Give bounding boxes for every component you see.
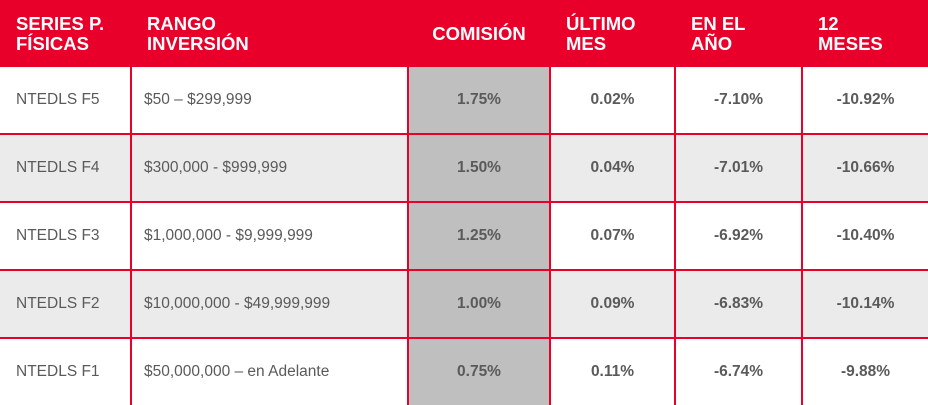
header-series-line1: SERIES P. <box>16 12 105 34</box>
header-series: SERIES P. FÍSICAS <box>0 0 131 67</box>
header-anio-line2: AÑO <box>691 32 733 54</box>
cell-en-el-anio: -6.83% <box>674 269 803 339</box>
cell-comision: 1.50% <box>407 133 551 203</box>
cell-rango: $1,000,000 - $9,999,999 <box>130 201 409 271</box>
cell-ultimo-mes: 0.07% <box>549 201 676 271</box>
header-rango-line2: INVERSIÓN <box>147 32 249 54</box>
table-row: NTEDLS F4 $300,000 - $999,999 1.50% 0.04… <box>0 133 928 203</box>
table-row: NTEDLS F5 $50 – $299,999 1.75% 0.02% -7.… <box>0 67 928 135</box>
cell-en-el-anio: -7.10% <box>674 67 803 135</box>
table-row: NTEDLS F2 $10,000,000 - $49,999,999 1.00… <box>0 269 928 339</box>
cell-serie: NTEDLS F5 <box>0 67 132 135</box>
header-anio-line1: EN EL <box>691 12 746 34</box>
table-header: SERIES P. FÍSICAS RANGO INVERSIÓN COMISIÓN… <box>0 0 928 67</box>
header-ultimo-line1: ÚLTIMO <box>566 12 636 34</box>
cell-serie: NTEDLS F4 <box>0 133 132 203</box>
cell-rango: $50,000,000 – en Adelante <box>130 337 409 405</box>
cell-rango: $10,000,000 - $49,999,999 <box>130 269 409 339</box>
cell-12-meses: -9.88% <box>801 337 928 405</box>
cell-comision: 1.00% <box>407 269 551 339</box>
cell-ultimo-mes: 0.02% <box>549 67 676 135</box>
cell-serie: NTEDLS F3 <box>0 201 132 271</box>
cell-en-el-anio: -6.74% <box>674 337 803 405</box>
cell-en-el-anio: -6.92% <box>674 201 803 271</box>
header-series-line2: FÍSICAS <box>16 32 89 54</box>
table-row: NTEDLS F1 $50,000,000 – en Adelante 0.75… <box>0 337 928 405</box>
header-ultimo-line2: MES <box>566 32 607 54</box>
header-meses-line2: MESES <box>818 32 883 54</box>
cell-ultimo-mes: 0.09% <box>549 269 676 339</box>
cell-serie: NTEDLS F1 <box>0 337 132 405</box>
cell-rango: $300,000 - $999,999 <box>130 133 409 203</box>
cell-serie: NTEDLS F2 <box>0 269 132 339</box>
cell-12-meses: -10.92% <box>801 67 928 135</box>
header-rango-line1: RANGO <box>147 12 216 34</box>
header-rango: RANGO INVERSIÓN <box>131 0 408 67</box>
header-comision-label: COMISIÓN <box>432 22 526 44</box>
table-body: NTEDLS F5 $50 – $299,999 1.75% 0.02% -7.… <box>0 67 928 405</box>
header-ultimo-mes: ÚLTIMO MES <box>550 0 675 67</box>
table-row: NTEDLS F3 $1,000,000 - $9,999,999 1.25% … <box>0 201 928 271</box>
cell-comision: 0.75% <box>407 337 551 405</box>
cell-12-meses: -10.14% <box>801 269 928 339</box>
cell-12-meses: -10.40% <box>801 201 928 271</box>
cell-rango: $50 – $299,999 <box>130 67 409 135</box>
cell-en-el-anio: -7.01% <box>674 133 803 203</box>
cell-comision: 1.75% <box>407 67 551 135</box>
cell-12-meses: -10.66% <box>801 133 928 203</box>
header-12-meses: 12 MESES <box>802 0 928 67</box>
cell-ultimo-mes: 0.04% <box>549 133 676 203</box>
cell-ultimo-mes: 0.11% <box>549 337 676 405</box>
header-comision: COMISIÓN <box>408 0 550 67</box>
header-en-el-anio: EN EL AÑO <box>675 0 802 67</box>
cell-comision: 1.25% <box>407 201 551 271</box>
header-meses-line1: 12 <box>818 12 839 34</box>
